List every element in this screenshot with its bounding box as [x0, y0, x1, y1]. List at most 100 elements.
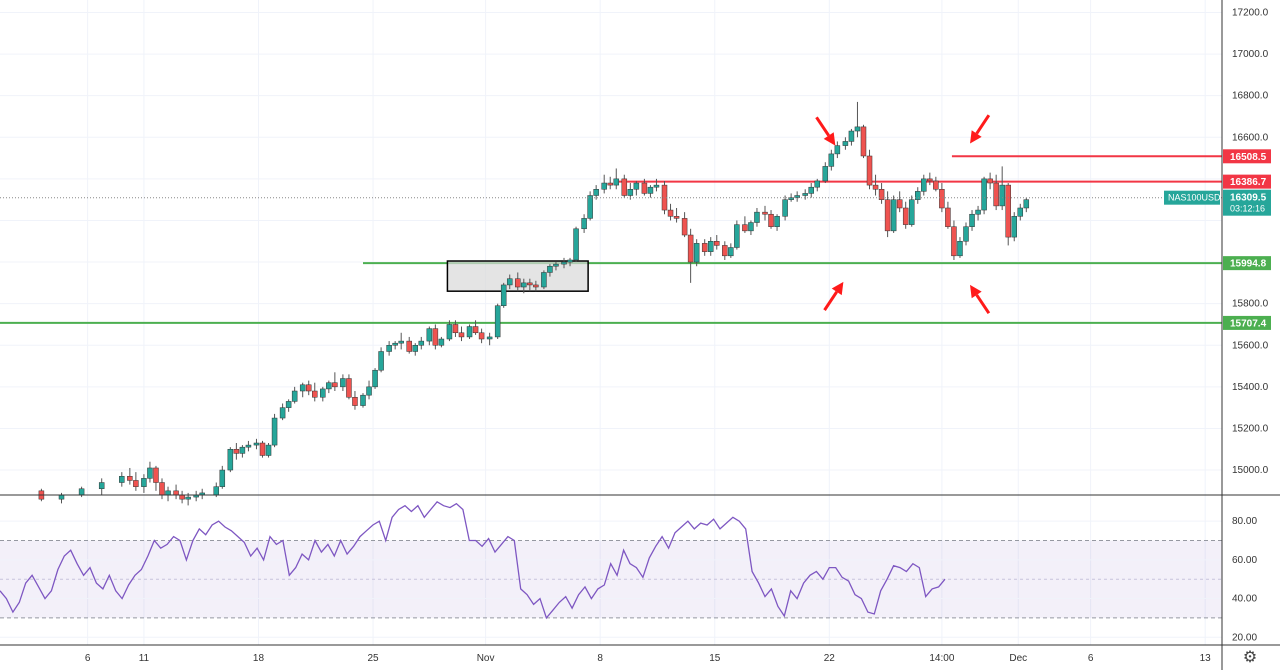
candle-body — [860, 126, 867, 157]
candle-body — [975, 209, 981, 215]
candle-body — [332, 382, 338, 388]
candle-body — [647, 186, 654, 194]
candle-body — [438, 338, 445, 346]
horizontal-levels[interactable] — [0, 155, 1222, 324]
candle-body — [312, 390, 318, 398]
candle-body — [822, 166, 829, 182]
arrow-annotation-head — [823, 132, 836, 146]
candle-body — [808, 186, 814, 194]
candle-body — [828, 153, 835, 167]
candle-body — [547, 265, 553, 273]
candle-body — [506, 278, 513, 286]
price-tick-label: 17000.0 — [1232, 49, 1269, 60]
time-tick-label: 14:00 — [929, 653, 954, 664]
candle-body — [406, 340, 412, 352]
candle-body — [673, 216, 680, 219]
level-price-pill — [1223, 174, 1271, 189]
candle-body — [788, 197, 794, 200]
candle-body — [279, 407, 286, 419]
countdown-text: 03:12:16 — [1230, 204, 1265, 214]
candle-body — [326, 382, 332, 390]
level-price-text: 16386.7 — [1230, 177, 1267, 188]
candle-body — [78, 488, 85, 496]
price-tick-label: 15200.0 — [1232, 423, 1269, 434]
arrow-annotation[interactable] — [975, 114, 991, 135]
candle-body — [500, 284, 507, 306]
candle-body — [742, 224, 748, 232]
candle-body — [372, 369, 378, 388]
candle-body — [999, 184, 1005, 207]
settings-gear-icon[interactable]: ⚙ — [1242, 649, 1258, 666]
annotation-arrows[interactable] — [815, 114, 991, 315]
candle-body — [1023, 199, 1030, 209]
time-tick-label: 18 — [253, 653, 265, 664]
rsi-tick-label: 80.00 — [1232, 516, 1257, 527]
candle-body — [981, 178, 987, 211]
candle-body — [239, 446, 246, 454]
candle-body — [527, 282, 533, 286]
candle-body — [613, 178, 620, 186]
candle-body — [412, 345, 419, 352]
candle-body — [185, 496, 191, 500]
candle-body — [245, 444, 252, 448]
candle-body — [587, 195, 593, 219]
candle-body — [701, 243, 708, 252]
candle-body — [878, 189, 885, 200]
time-tick-label: 22 — [824, 653, 836, 664]
arrow-annotation-head — [831, 281, 844, 296]
candle-body — [153, 467, 159, 483]
candle-body — [951, 226, 957, 257]
candle-body — [762, 211, 768, 215]
candle-body — [58, 494, 65, 500]
price-axis-labels: 16508.5 16386.7 15994.8 15707.4 16309.503:12… — [1164, 149, 1271, 330]
price-tick-label: 15800.0 — [1232, 299, 1269, 310]
candle-body — [98, 482, 105, 490]
time-tick-label: 25 — [367, 653, 379, 664]
candle-body — [253, 442, 260, 446]
candle-body — [896, 199, 903, 209]
rsi-line[interactable] — [0, 500, 946, 620]
candle-body — [921, 178, 927, 192]
price-tick-label: 15400.0 — [1232, 382, 1269, 393]
candle-body — [915, 191, 921, 200]
candle-body — [259, 442, 266, 456]
rsi-panel[interactable] — [0, 500, 1222, 638]
candle-body — [159, 482, 165, 496]
arrow-annotation[interactable] — [815, 116, 830, 137]
time-tick-label: 11 — [139, 653, 150, 664]
candle-body — [842, 141, 849, 146]
candle-body — [458, 332, 465, 338]
candle-body — [963, 226, 969, 242]
candle-body — [872, 184, 879, 190]
rsi-band — [0, 540, 1222, 618]
candle-body — [927, 178, 933, 182]
candle-body — [802, 193, 808, 196]
candle-body — [581, 218, 587, 230]
candle-body — [1011, 216, 1017, 238]
candle-body — [573, 228, 579, 261]
candle-body — [728, 247, 734, 257]
candle-body — [147, 467, 153, 479]
arrow-annotation[interactable] — [975, 294, 991, 315]
level-price-pill — [1223, 149, 1271, 164]
candle-body — [681, 218, 688, 236]
candle-body — [320, 388, 326, 398]
candle-body — [714, 241, 720, 246]
level-price-text: 16508.5 — [1230, 152, 1267, 163]
candle-body — [446, 324, 453, 340]
candle-body — [794, 195, 800, 198]
candle-body — [386, 345, 392, 352]
candle-body — [271, 417, 278, 446]
candle-body — [627, 189, 634, 196]
time-tick-label: 15 — [709, 653, 721, 664]
candle-body — [1005, 184, 1011, 238]
candle-body — [939, 189, 945, 209]
arrow-annotation[interactable] — [823, 290, 838, 311]
candle-body — [141, 478, 147, 487]
last-price-text: 16309.5 — [1230, 193, 1267, 204]
rsi-tick-label: 40.00 — [1232, 594, 1257, 605]
candle-body — [119, 476, 125, 483]
candle-body — [179, 494, 185, 500]
candle-body — [165, 490, 171, 496]
